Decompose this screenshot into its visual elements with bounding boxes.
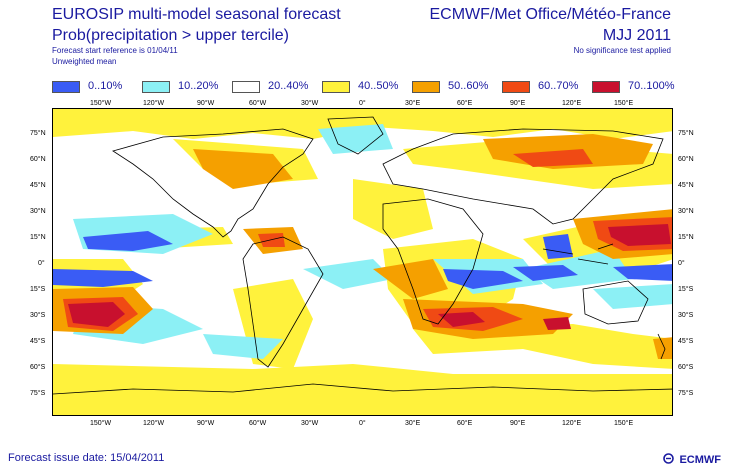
map-title: EUROSIP multi-model seasonal forecast (52, 6, 341, 23)
lat-label-left: 30°N (30, 208, 46, 215)
legend-swatch (502, 81, 530, 93)
ecmwf-logo: ECMWF (663, 453, 721, 466)
lon-label-bottom: 60°W (249, 420, 267, 427)
ecmwf-logo-icon (663, 453, 675, 464)
lon-label-top: 90°W (197, 100, 215, 107)
legend-swatch (142, 81, 170, 93)
lon-label-bottom: 30°E (405, 420, 421, 427)
lon-label-top: 60°E (457, 100, 473, 107)
map-canvas (53, 109, 672, 415)
lon-label-bottom: 90°E (510, 420, 526, 427)
lat-label-left: 30°S (30, 312, 46, 319)
significance-note: No significance test applied (573, 46, 671, 55)
lon-label-top: 90°E (510, 100, 526, 107)
centres-label: ECMWF/Met Office/Météo-France (429, 6, 671, 23)
lat-label-left: 60°N (30, 156, 46, 163)
lon-label-top: 30°W (301, 100, 319, 107)
lat-label-left: 75°S (30, 390, 46, 397)
legend-label: 0..10% (88, 80, 123, 92)
lon-label-top: 30°E (405, 100, 421, 107)
lon-label-top: 0° (359, 100, 366, 107)
legend-swatch (322, 81, 350, 93)
lon-label-top: 150°E (614, 100, 634, 107)
lat-label-right: 45°N (678, 182, 694, 189)
forecast-map (52, 108, 673, 416)
start-reference: Forecast start reference is 01/04/11 (52, 46, 178, 55)
lon-label-bottom: 60°E (457, 420, 473, 427)
legend-label: 40..50% (358, 80, 399, 92)
coastlines (53, 116, 672, 395)
season-label: MJJ 2011 (602, 27, 671, 44)
lat-label-left: 45°N (30, 182, 46, 189)
lon-label-bottom: 120°W (143, 420, 165, 427)
lat-label-right: 0° (678, 260, 685, 267)
lat-label-left: 75°N (30, 130, 46, 137)
lat-label-left: 45°S (30, 338, 46, 345)
lon-label-top: 120°W (143, 100, 165, 107)
lon-label-bottom: 30°W (301, 420, 319, 427)
lat-label-left: 60°S (30, 364, 46, 371)
legend-label: 50..60% (448, 80, 489, 92)
ecmwf-logo-text: ECMWF (679, 454, 721, 466)
lon-label-bottom: 150°E (614, 420, 634, 427)
legend-swatch (412, 81, 440, 93)
lat-label-right: 75°N (678, 130, 694, 137)
legend-label: 10..20% (178, 80, 219, 92)
lon-label-top: 60°W (249, 100, 267, 107)
lon-label-bottom: 150°W (90, 420, 112, 427)
lat-label-right: 45°S (678, 338, 694, 345)
legend-label: 70..100% (628, 80, 675, 92)
legend-label: 60..70% (538, 80, 579, 92)
lat-label-left: 15°N (30, 234, 46, 241)
color-legend: 0..10% 10..20% 20..40% 40..50% 50..60% 6… (52, 79, 675, 95)
probability-fields (53, 109, 672, 415)
mean-type: Unweighted mean (52, 57, 117, 66)
lon-label-top: 150°W (90, 100, 112, 107)
lat-label-left: 15°S (30, 286, 46, 293)
lon-label-bottom: 90°W (197, 420, 215, 427)
lat-label-right: 15°N (678, 234, 694, 241)
legend-swatch (232, 81, 260, 93)
lat-label-right: 15°S (678, 286, 694, 293)
lon-label-bottom: 120°E (562, 420, 582, 427)
lat-label-right: 75°S (678, 390, 694, 397)
lon-label-top: 120°E (562, 100, 582, 107)
map-subtitle: Prob(precipitation > upper tercile) (52, 27, 290, 44)
legend-label: 20..40% (268, 80, 309, 92)
issue-date: Forecast issue date: 15/04/2011 (8, 452, 165, 464)
lon-label-bottom: 0° (359, 420, 366, 427)
lat-label-right: 60°S (678, 364, 694, 371)
legend-swatch (592, 81, 620, 93)
lat-label-left: 0° (38, 260, 45, 267)
lat-label-right: 30°N (678, 208, 694, 215)
lat-label-right: 30°S (678, 312, 694, 319)
legend-swatch (52, 81, 80, 93)
lat-label-right: 60°N (678, 156, 694, 163)
